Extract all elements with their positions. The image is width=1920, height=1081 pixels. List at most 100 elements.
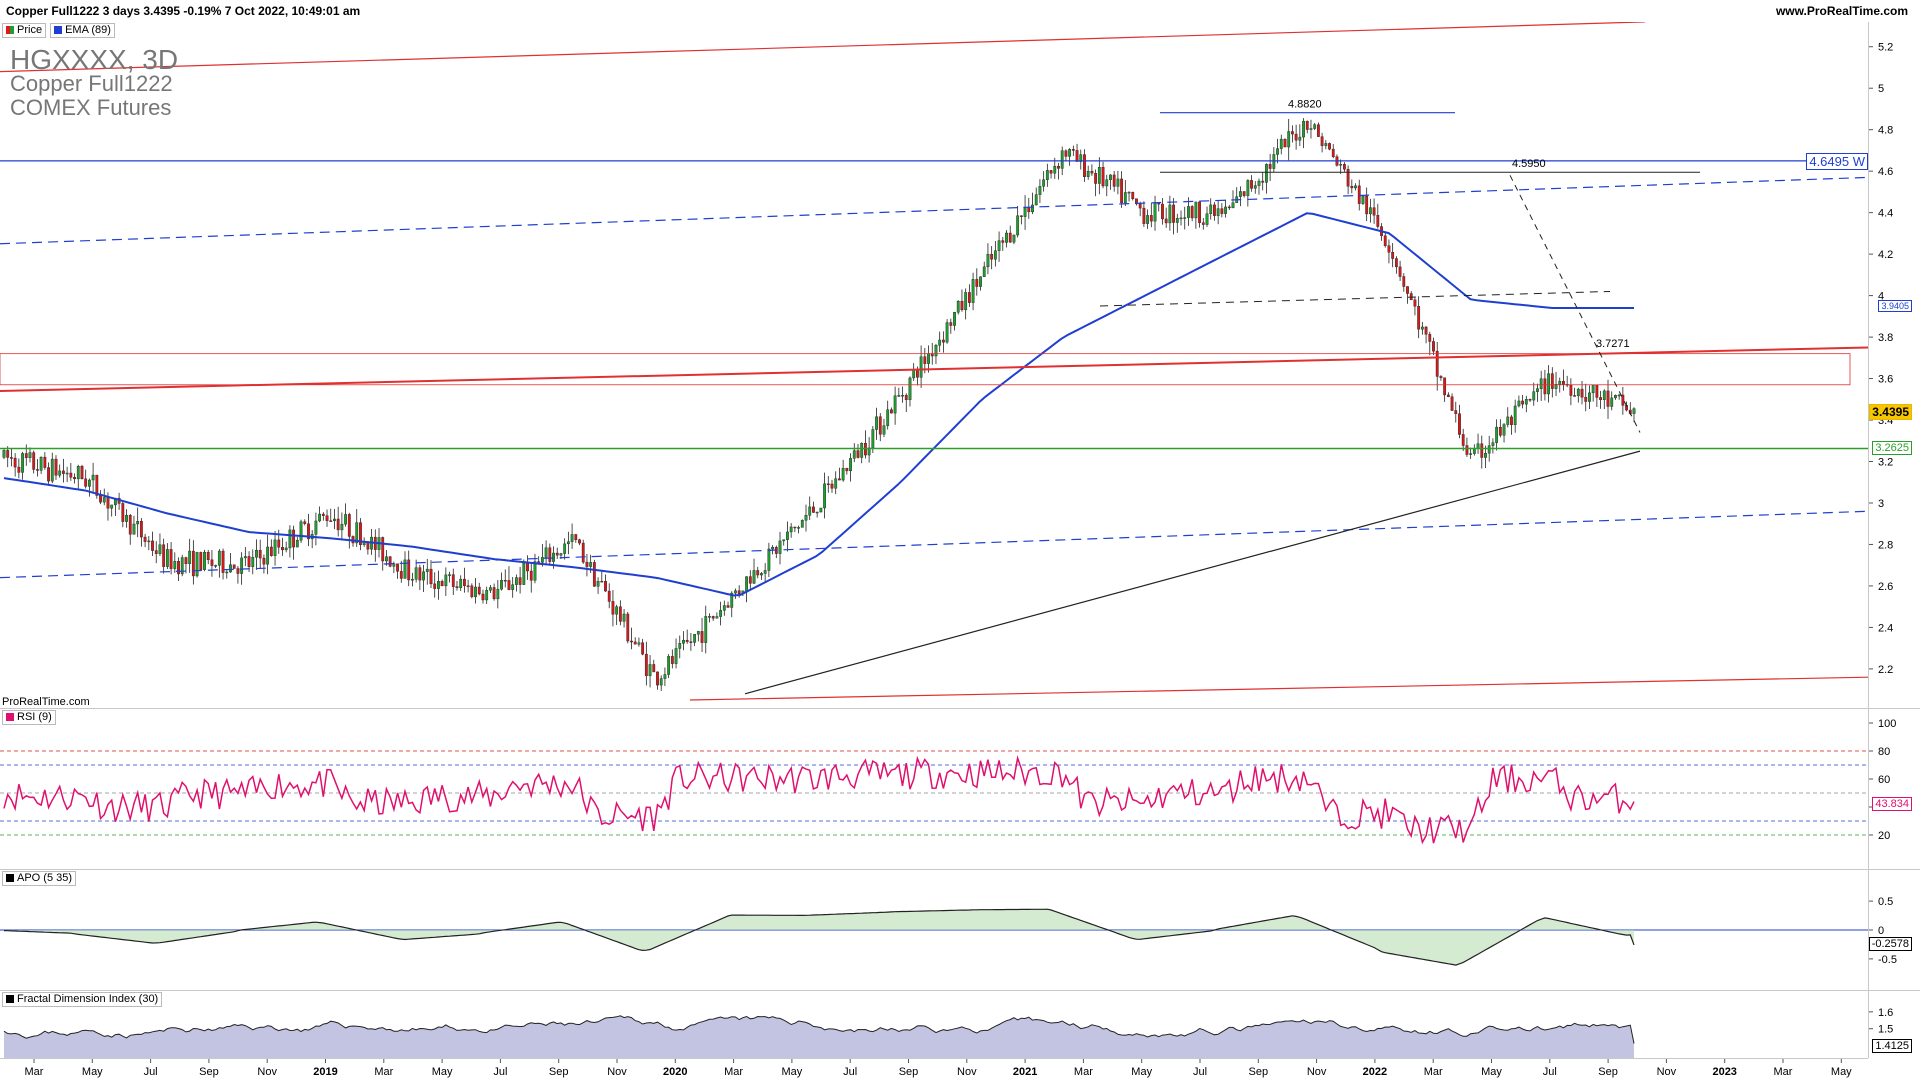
apo-panel[interactable]: 0.5 0 -0.5 APO (5 35) -0.2578: [0, 870, 1920, 990]
fdi-chart-svg[interactable]: [0, 991, 1868, 1058]
price-tick-label: 4.2: [1878, 249, 1893, 261]
candle-up: [1324, 143, 1328, 146]
candle-up: [841, 467, 845, 481]
candle-down: [1291, 131, 1294, 135]
candle-down: [1164, 218, 1168, 224]
candle-down: [1357, 185, 1361, 204]
ticker-label: HGXXXX, 3D: [10, 44, 179, 75]
candle-up: [225, 571, 229, 574]
candle-up: [1231, 202, 1235, 209]
candle-up: [982, 266, 986, 277]
candle-up: [1476, 443, 1480, 449]
rsi-plot[interactable]: [0, 709, 1868, 869]
candle-up: [678, 643, 682, 649]
candle-down: [685, 639, 689, 642]
candle-down: [503, 580, 507, 582]
panel-separator[interactable]: [0, 990, 1920, 991]
time-axis-label: May: [82, 1066, 103, 1078]
time-axis-label: Nov: [957, 1066, 977, 1078]
candle-up: [496, 588, 500, 600]
candle-up: [344, 514, 347, 525]
candle-down: [336, 518, 340, 531]
time-axis-label: Mar: [374, 1066, 393, 1078]
candle-down: [548, 547, 552, 562]
candle-down: [1198, 201, 1201, 223]
apo-plot[interactable]: [0, 870, 1868, 990]
candle-down: [600, 580, 604, 583]
candle-down: [1161, 203, 1164, 220]
rsi-chart-svg[interactable]: [0, 709, 1868, 869]
price-panel[interactable]: 4.8820 4.5950 3.7271 5.2 5 4.8 4.6 4.4 4.2 4 3.8 3…: [0, 22, 1920, 708]
candle-up: [437, 581, 440, 589]
candle-down: [1521, 400, 1525, 405]
candle-up: [459, 578, 463, 588]
apo-chart-svg[interactable]: [0, 870, 1868, 990]
fdi-plot[interactable]: [0, 991, 1868, 1058]
candle-down: [604, 581, 607, 592]
candle-up: [522, 562, 526, 585]
panel-separator[interactable]: [0, 708, 1920, 709]
candle-down: [396, 563, 399, 572]
price-annotation: 4.8820: [1288, 99, 1322, 111]
candle-down: [689, 641, 693, 643]
candle-up: [778, 540, 782, 554]
price-axis[interactable]: 5.2 5 4.8 4.6 4.4 4.2 4 3.8 3.6 3.4 3.2 3 2.8 2.6 2.4 2…: [1868, 22, 1920, 708]
candle-up: [173, 561, 177, 569]
legend-item-apo[interactable]: APO (5 35): [2, 870, 77, 886]
candle-down: [321, 513, 325, 516]
candle-down: [1510, 416, 1513, 425]
price-swatch-icon: [6, 26, 14, 34]
candle-up: [912, 370, 916, 379]
rsi-panel[interactable]: 10080604020 RSI (9) 43.834: [0, 709, 1920, 869]
candle-down: [143, 536, 147, 542]
candle-up: [882, 425, 886, 435]
legend-item-price[interactable]: Price: [2, 22, 47, 38]
candle-down: [277, 539, 281, 548]
time-axis-svg: Mar May Jul Sep Nov 2019 Mar May Jul Sep Nov 2020 Ma…: [25, 1059, 1852, 1078]
red-trendline: [0, 346, 1868, 392]
candle-down: [151, 540, 154, 551]
candle-up: [540, 557, 544, 563]
candle-down: [407, 559, 411, 581]
candle-down: [507, 580, 511, 590]
candle-up: [659, 678, 663, 686]
time-axis[interactable]: Mar May Jul Sep Nov 2019 Mar May Jul Sep Nov 2020 Ma…: [0, 1058, 1868, 1081]
candle-down: [1131, 191, 1135, 199]
candle-up: [1420, 326, 1424, 330]
candle-up: [1591, 384, 1595, 394]
price-chart-svg[interactable]: 4.8820 4.5950 3.7271: [0, 22, 1868, 708]
candle-up: [1502, 424, 1506, 436]
candle-up: [385, 556, 388, 562]
candle-up: [110, 504, 114, 509]
candle-down: [199, 552, 203, 570]
provider-url[interactable]: www.ProRealTime.com: [1775, 4, 1908, 18]
candle-up: [559, 553, 563, 556]
candle-down: [1424, 326, 1428, 335]
legend-item-ema[interactable]: EMA (89): [50, 22, 115, 38]
candle-down: [1402, 276, 1406, 287]
panel-separator[interactable]: [0, 869, 1920, 870]
fdi-swatch-icon: [6, 995, 14, 1003]
candle-down: [17, 466, 21, 473]
candle-up: [730, 592, 734, 608]
candle-down: [826, 483, 830, 486]
candle-down: [1450, 396, 1454, 411]
candle-up: [596, 580, 600, 587]
price-plot[interactable]: 4.8820 4.5950 3.7271: [0, 22, 1868, 708]
rsi-axis[interactable]: 10080604020: [1868, 709, 1920, 869]
candle-up: [1532, 391, 1536, 401]
candle-up: [485, 590, 489, 601]
apo-axis[interactable]: 0.5 0 -0.5: [1868, 870, 1920, 990]
candle-up: [648, 664, 652, 676]
fdi-panel[interactable]: 1.6 1.5 Fractal Dimension Index (30) 1.41…: [0, 991, 1920, 1058]
legend-item-rsi[interactable]: RSI (9): [2, 709, 56, 725]
candle-up: [392, 563, 396, 567]
candle-down: [537, 561, 541, 563]
candle-down: [1220, 208, 1224, 214]
legend-item-fdi[interactable]: Fractal Dimension Index (30): [2, 991, 163, 1007]
neckline-dashed: [1099, 290, 1611, 307]
price-value-tag: 4.6495 W: [1806, 152, 1868, 170]
candle-down: [1580, 388, 1584, 398]
apo-tick-label: 0.5: [1878, 896, 1893, 908]
candle-down: [1112, 174, 1116, 187]
